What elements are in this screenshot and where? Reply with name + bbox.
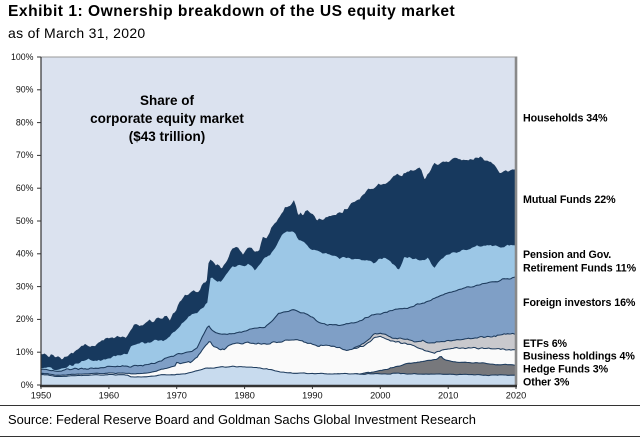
svg-text:1960: 1960 bbox=[99, 391, 119, 401]
svg-text:corporate equity market: corporate equity market bbox=[90, 111, 244, 126]
svg-text:0%: 0% bbox=[21, 380, 34, 390]
svg-text:Foreign investors 16%: Foreign investors 16% bbox=[523, 297, 636, 309]
svg-text:60%: 60% bbox=[16, 183, 34, 193]
svg-text:100%: 100% bbox=[11, 52, 34, 62]
svg-text:1990: 1990 bbox=[302, 391, 322, 401]
svg-text:1970: 1970 bbox=[166, 391, 186, 401]
svg-text:Other 3%: Other 3% bbox=[523, 377, 570, 389]
svg-text:2000: 2000 bbox=[370, 391, 390, 401]
svg-text:Retirement Funds 11%: Retirement Funds 11% bbox=[523, 263, 637, 275]
svg-text:20%: 20% bbox=[16, 314, 34, 324]
svg-text:2010: 2010 bbox=[438, 391, 458, 401]
svg-text:Share of: Share of bbox=[140, 93, 195, 108]
svg-text:Pension and Gov.: Pension and Gov. bbox=[523, 249, 611, 261]
svg-text:Mutual Funds 22%: Mutual Funds 22% bbox=[523, 194, 616, 206]
svg-text:ETFs 6%: ETFs 6% bbox=[523, 338, 568, 350]
svg-text:10%: 10% bbox=[16, 347, 34, 357]
svg-text:1980: 1980 bbox=[234, 391, 254, 401]
svg-text:50%: 50% bbox=[16, 216, 34, 226]
svg-text:($43 trillion): ($43 trillion) bbox=[129, 129, 206, 144]
svg-text:1950: 1950 bbox=[31, 391, 51, 401]
svg-text:30%: 30% bbox=[16, 281, 34, 291]
svg-text:40%: 40% bbox=[16, 249, 34, 259]
svg-text:2020: 2020 bbox=[506, 391, 526, 401]
svg-text:70%: 70% bbox=[16, 150, 34, 160]
svg-text:80%: 80% bbox=[16, 117, 34, 127]
svg-text:Hedge Funds 3%: Hedge Funds 3% bbox=[523, 364, 609, 376]
svg-text:90%: 90% bbox=[16, 85, 34, 95]
svg-text:Households 34%: Households 34% bbox=[523, 113, 608, 125]
svg-text:Business holdings 4%: Business holdings 4% bbox=[523, 351, 635, 363]
